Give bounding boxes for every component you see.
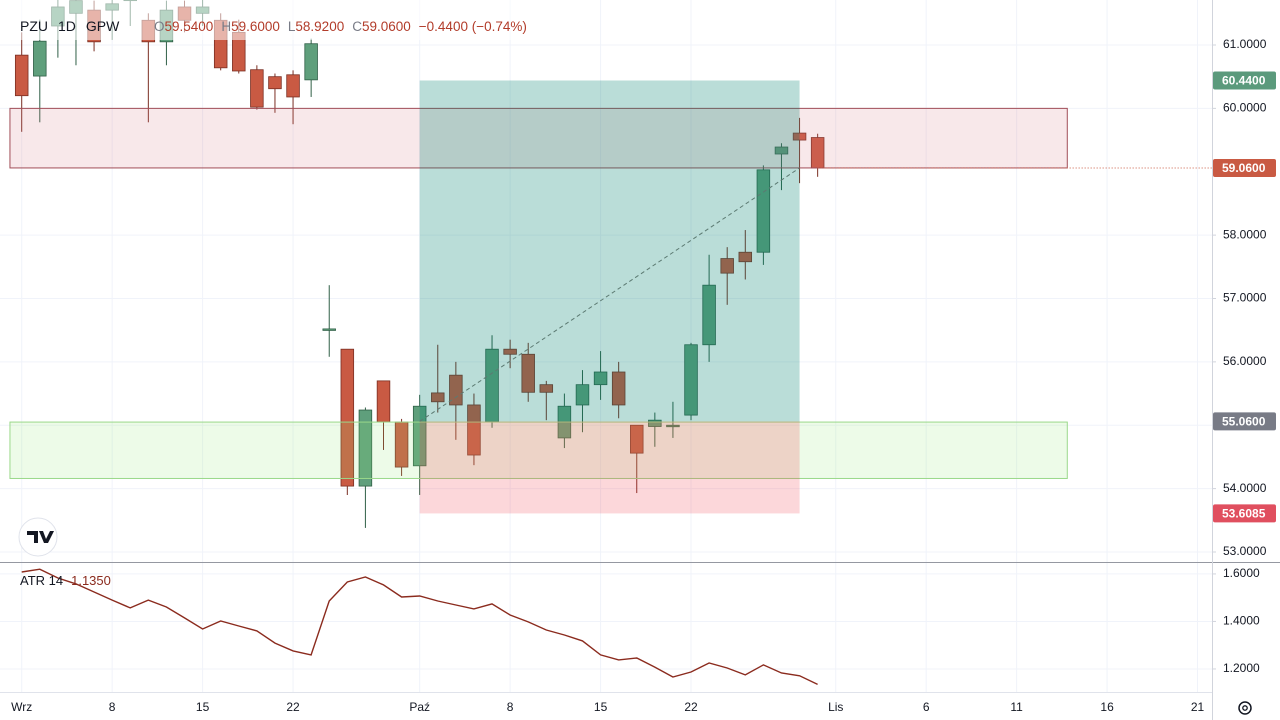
candle-body [593, 371, 608, 386]
position-path [419, 167, 800, 422]
candle-body [340, 348, 355, 487]
stop-area [419, 421, 800, 514]
candle-body [611, 371, 626, 406]
x-tick-label: 8 [507, 700, 514, 714]
candle-body [738, 251, 753, 263]
x-tick-label: 22 [286, 700, 300, 714]
legend-backdrop [0, 0, 580, 40]
candle-body [702, 284, 716, 346]
x-tick-label: 15 [196, 700, 210, 714]
y-tick-label: 1.2000 [1223, 661, 1260, 675]
y-tick-label: 56.0000 [1223, 354, 1267, 368]
candle-body [684, 344, 698, 416]
y-tick-label: 1.6000 [1223, 566, 1260, 580]
zone [9, 421, 1068, 479]
candle-body [449, 374, 463, 406]
ohlc-change: −0.4400 (−0.74%) [419, 19, 527, 34]
candle-body [304, 43, 318, 81]
candle-body [720, 258, 734, 274]
x-tick-label: 22 [684, 700, 698, 714]
interval: 1D [58, 18, 76, 34]
candle-body [322, 328, 336, 331]
price-tag [1213, 412, 1276, 431]
symbol: PZU [20, 18, 48, 34]
candle-body [503, 348, 517, 355]
candle-body [250, 69, 264, 108]
price-tag [1213, 71, 1276, 90]
y-tick-label: 57.0000 [1223, 291, 1267, 305]
ohlc-key: O [154, 19, 165, 34]
zone [9, 107, 1068, 169]
ohlc-key: H [221, 19, 231, 34]
price-tag-label: 53.6085 [1222, 507, 1266, 521]
candle-body [467, 404, 481, 456]
ohlc-value: 59.0600 [362, 19, 411, 34]
candle-body [431, 392, 445, 403]
ohlc-key: L [288, 19, 296, 34]
candle-body [358, 409, 373, 487]
ohlc: O59.5400 H59.6000 L58.9200 C59.0600 −0.4400 … [154, 19, 527, 34]
x-tick-label: Paź [409, 700, 430, 714]
candle-body [539, 384, 554, 393]
legend: PZU 1D GPW [20, 18, 120, 34]
y-tick-label: 53.0000 [1223, 544, 1267, 558]
atr-line [21, 568, 818, 686]
y-tick-label: 54.0000 [1223, 481, 1267, 495]
x-tick-label: 8 [109, 700, 116, 714]
ohlc-value: 59.6000 [231, 19, 280, 34]
candle-body [575, 384, 590, 406]
ohlc-key: C [352, 19, 362, 34]
x-tick-label: 11 [1010, 700, 1023, 714]
candle-body [412, 405, 427, 467]
x-tick-label: Lis [828, 700, 843, 714]
price-tag [1213, 158, 1276, 177]
price-tag-label: 59.0600 [1222, 161, 1266, 175]
candle-body [666, 424, 680, 428]
candle-body [376, 380, 391, 423]
ohlc-value: 59.5400 [165, 19, 214, 34]
price-tag-label: 60.4400 [1222, 74, 1266, 88]
y-tick-label: 58.0000 [1223, 227, 1267, 241]
candle-body [286, 74, 300, 98]
price-tag-label: 55.0600 [1222, 415, 1266, 429]
candle-body [268, 76, 282, 90]
y-tick-label: 61.0000 [1223, 37, 1267, 51]
y-tick-label: 1.4000 [1223, 614, 1260, 628]
exchange: GPW [86, 18, 120, 34]
candle-body [792, 132, 807, 141]
y-tick-label: 60.0000 [1223, 101, 1267, 115]
candle-body [14, 54, 29, 97]
x-tick-label: 16 [1100, 700, 1114, 714]
price-tag [1213, 504, 1276, 523]
settings-icon[interactable] [1238, 701, 1252, 715]
atr-legend: ATR 14 1.1350 [20, 573, 111, 588]
candle-body [648, 419, 662, 427]
ohlc-value: 58.9200 [295, 19, 344, 34]
candle-body [774, 146, 789, 155]
x-tick-label: 21 [1191, 700, 1205, 714]
tv-logo [18, 517, 58, 557]
target-area [419, 80, 800, 422]
atr-name: ATR 14 [20, 573, 63, 588]
atr-value: 1.1350 [71, 573, 111, 588]
x-tick-label: 15 [594, 700, 608, 714]
candle-body [33, 40, 47, 77]
x-tick-label: 6 [923, 700, 930, 714]
candle-body [630, 424, 644, 454]
candle-body [521, 353, 535, 393]
x-tick-label: Wrz [11, 700, 32, 714]
